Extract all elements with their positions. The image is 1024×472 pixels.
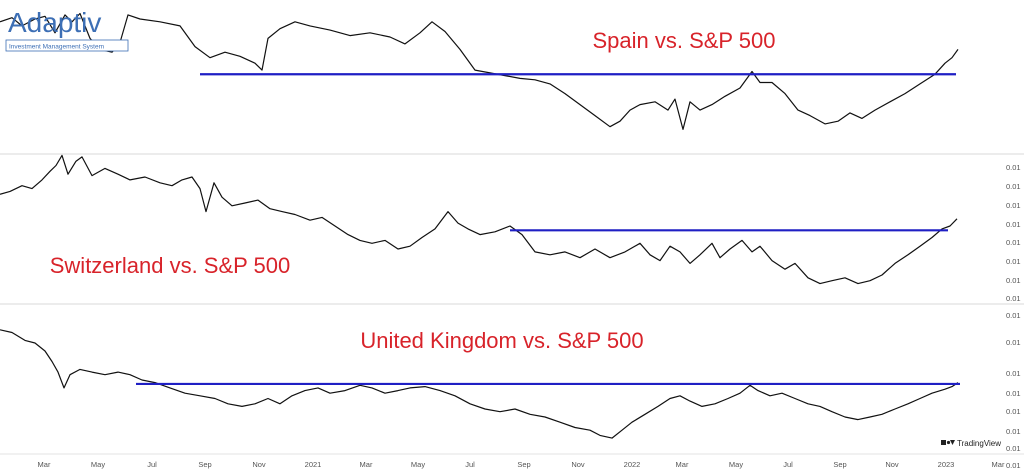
series-line bbox=[0, 154, 958, 285]
logo-tagline: Investment Management System bbox=[9, 44, 104, 51]
y-tick-label: 0.01 bbox=[1006, 369, 1021, 378]
x-tick-label: Mar bbox=[360, 460, 373, 469]
x-tick-label: Nov bbox=[885, 460, 899, 469]
panel-title: Switzerland vs. S&P 500 bbox=[50, 253, 291, 278]
series-line bbox=[0, 329, 959, 439]
y-tick-label: 0.01 bbox=[1006, 294, 1021, 303]
x-tick-label: Sep bbox=[833, 460, 846, 469]
tradingview-text: TradingView bbox=[957, 439, 1001, 448]
panel-title: United Kingdom vs. S&P 500 bbox=[360, 328, 643, 353]
logo: Adaptiv Investment Management System bbox=[5, 7, 129, 52]
x-tick-label: May bbox=[91, 460, 105, 469]
x-tick-label: Nov bbox=[571, 460, 585, 469]
x-tick-label: Jul bbox=[465, 460, 475, 469]
y-tick-label: 0.01 bbox=[1006, 427, 1021, 436]
x-tick-label: May bbox=[411, 460, 425, 469]
x-tick-label: Mar bbox=[38, 460, 51, 469]
y-tick-label: 0.01 bbox=[1006, 163, 1021, 172]
x-tick-label: May bbox=[729, 460, 743, 469]
panel-title: Spain vs. S&P 500 bbox=[592, 28, 775, 53]
x-tick-label: Mar bbox=[676, 460, 689, 469]
y-tick-label: 0.01 bbox=[1006, 461, 1021, 470]
x-tick-label: Sep bbox=[198, 460, 211, 469]
y-tick-label: 0.01 bbox=[1006, 407, 1021, 416]
tradingview-watermark: TradingView bbox=[941, 439, 1001, 448]
y-tick-label: 0.01 bbox=[1006, 220, 1021, 229]
x-tick-label: Nov bbox=[252, 460, 266, 469]
y-tick-label: 0.01 bbox=[1006, 201, 1021, 210]
y-tick-label: 0.01 bbox=[1006, 257, 1021, 266]
x-tick-label: Jul bbox=[783, 460, 793, 469]
panel-0: Spain vs. S&P 500 bbox=[0, 12, 959, 130]
x-tick-label: Mar bbox=[992, 460, 1005, 469]
y-tick-label: 0.01 bbox=[1006, 276, 1021, 285]
panel-2: United Kingdom vs. S&P 500 0.01 0.01 0.01 0.… bbox=[0, 311, 1021, 470]
y-tick-label: 0.01 bbox=[1006, 444, 1021, 453]
x-tick-label: Jul bbox=[147, 460, 157, 469]
y-tick-label: 0.01 bbox=[1006, 338, 1021, 347]
y-tick-label: 0.01 bbox=[1006, 311, 1021, 320]
logo-tagline-box bbox=[5, 39, 129, 52]
tradingview-logo-icon bbox=[941, 440, 955, 445]
series-line bbox=[0, 12, 959, 130]
logo-name: Adaptiv bbox=[8, 7, 101, 38]
x-tick-label: 2023 bbox=[938, 460, 955, 469]
x-tick-label: 2022 bbox=[624, 460, 641, 469]
y-tick-label: 0.01 bbox=[1006, 389, 1021, 398]
panel-1: Switzerland vs. S&P 500 0.01 0.01 0.01 0.01 0… bbox=[0, 154, 1021, 303]
x-tick-label: Sep bbox=[517, 460, 530, 469]
y-tick-label: 0.01 bbox=[1006, 182, 1021, 191]
x-tick-label: 2021 bbox=[305, 460, 322, 469]
y-tick-label: 0.01 bbox=[1006, 238, 1021, 247]
